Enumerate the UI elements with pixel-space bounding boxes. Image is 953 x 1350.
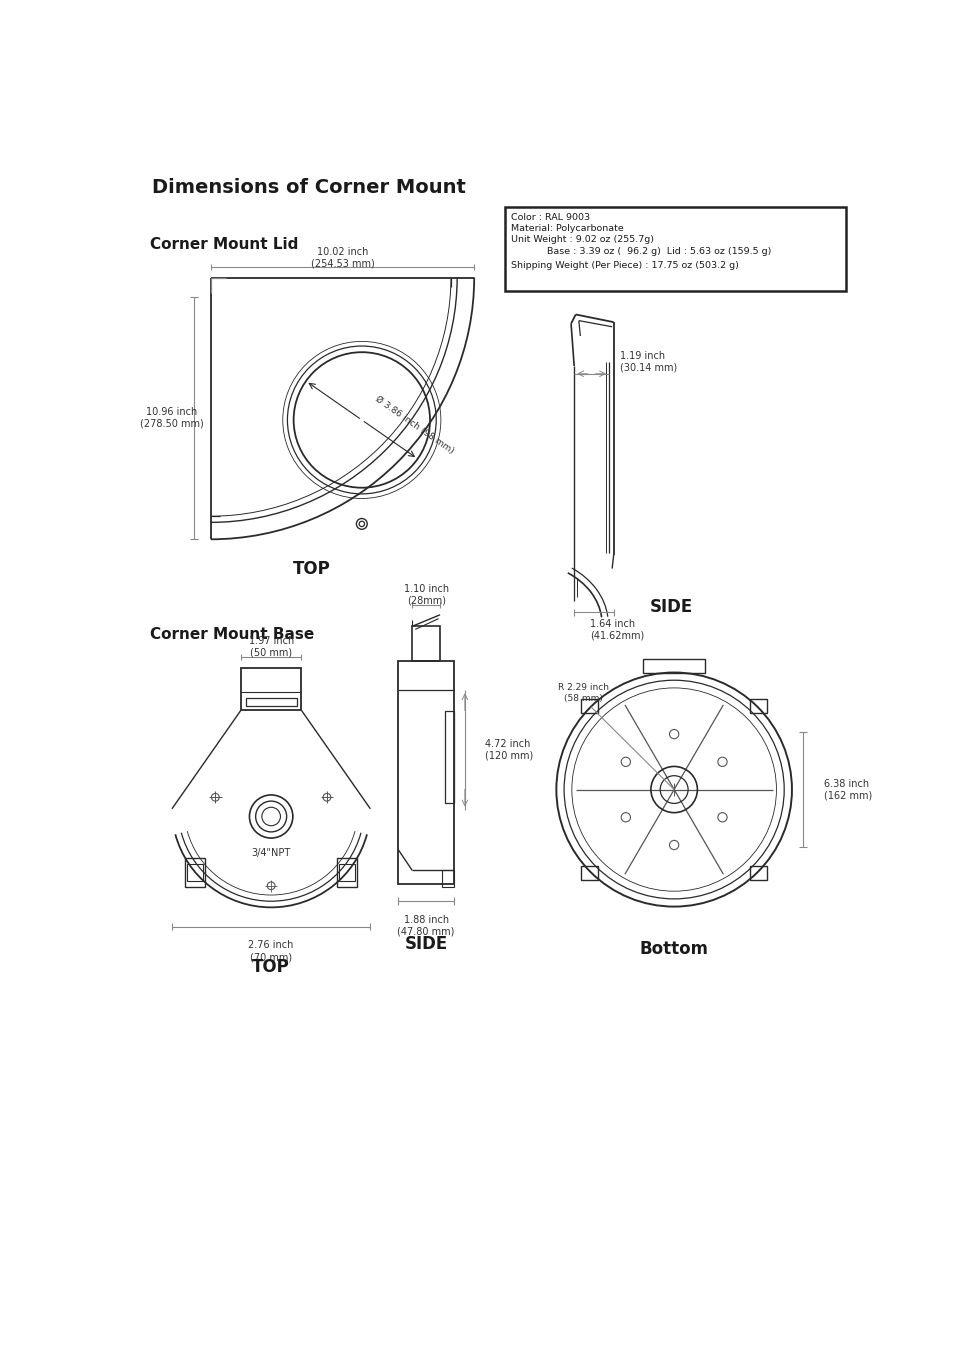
Bar xyxy=(245,698,296,706)
Text: SIDE: SIDE xyxy=(404,934,447,953)
Bar xyxy=(336,857,356,887)
Text: 6.38 inch
(162 mm): 6.38 inch (162 mm) xyxy=(823,779,872,801)
Text: Unit Weight : 9.02 oz (255.7g): Unit Weight : 9.02 oz (255.7g) xyxy=(511,235,654,244)
Text: 1.88 inch
(47.80 mm): 1.88 inch (47.80 mm) xyxy=(397,915,455,937)
Text: Color : RAL 9003: Color : RAL 9003 xyxy=(511,213,590,221)
Bar xyxy=(642,659,704,672)
Bar xyxy=(187,864,203,880)
Text: 1.19 inch
(30.14 mm): 1.19 inch (30.14 mm) xyxy=(619,351,677,373)
Bar xyxy=(749,867,766,880)
Text: SIDE: SIDE xyxy=(650,598,693,616)
Text: Corner Mount Lid: Corner Mount Lid xyxy=(150,236,298,252)
Text: 1.64 inch
(41.62mm): 1.64 inch (41.62mm) xyxy=(590,618,644,640)
Text: 2.76 inch
(70 mm): 2.76 inch (70 mm) xyxy=(248,941,294,963)
Bar xyxy=(339,864,355,880)
Text: 10.96 inch
(278.50 mm): 10.96 inch (278.50 mm) xyxy=(140,408,204,429)
Bar xyxy=(505,207,845,292)
Text: 10.02 inch
(254.53 mm): 10.02 inch (254.53 mm) xyxy=(311,247,374,269)
Text: Dimensions of Corner Mount: Dimensions of Corner Mount xyxy=(152,178,465,197)
Text: 1.10 inch
(28mm): 1.10 inch (28mm) xyxy=(403,585,448,606)
Text: Material: Polycarbonate: Material: Polycarbonate xyxy=(511,224,623,232)
Text: Bottom: Bottom xyxy=(639,940,708,958)
Text: 3/4"NPT: 3/4"NPT xyxy=(252,848,291,859)
Text: 4.72 inch
(120 mm): 4.72 inch (120 mm) xyxy=(484,738,533,760)
Bar xyxy=(580,867,598,880)
Bar xyxy=(442,871,454,887)
Bar xyxy=(444,711,454,803)
Text: R 2.29 inch
(58 mm): R 2.29 inch (58 mm) xyxy=(557,683,608,702)
Text: TOP: TOP xyxy=(293,559,330,578)
Text: Base : 3.39 oz (  96.2 g)  Lid : 5.63 oz (159.5 g): Base : 3.39 oz ( 96.2 g) Lid : 5.63 oz (… xyxy=(511,247,771,255)
Bar xyxy=(412,626,439,661)
Text: Corner Mount Base: Corner Mount Base xyxy=(150,628,314,643)
Bar xyxy=(749,699,766,713)
Text: TOP: TOP xyxy=(252,957,290,976)
Bar xyxy=(185,857,205,887)
Text: Ø 3.86 inch (98 mm): Ø 3.86 inch (98 mm) xyxy=(373,394,455,456)
Bar xyxy=(580,699,598,713)
Text: 1.97 inch
(50 mm): 1.97 inch (50 mm) xyxy=(249,636,294,657)
Bar xyxy=(397,662,454,884)
Bar xyxy=(241,668,301,710)
Text: Shipping Weight (Per Piece) : 17.75 oz (503.2 g): Shipping Weight (Per Piece) : 17.75 oz (… xyxy=(511,261,739,270)
